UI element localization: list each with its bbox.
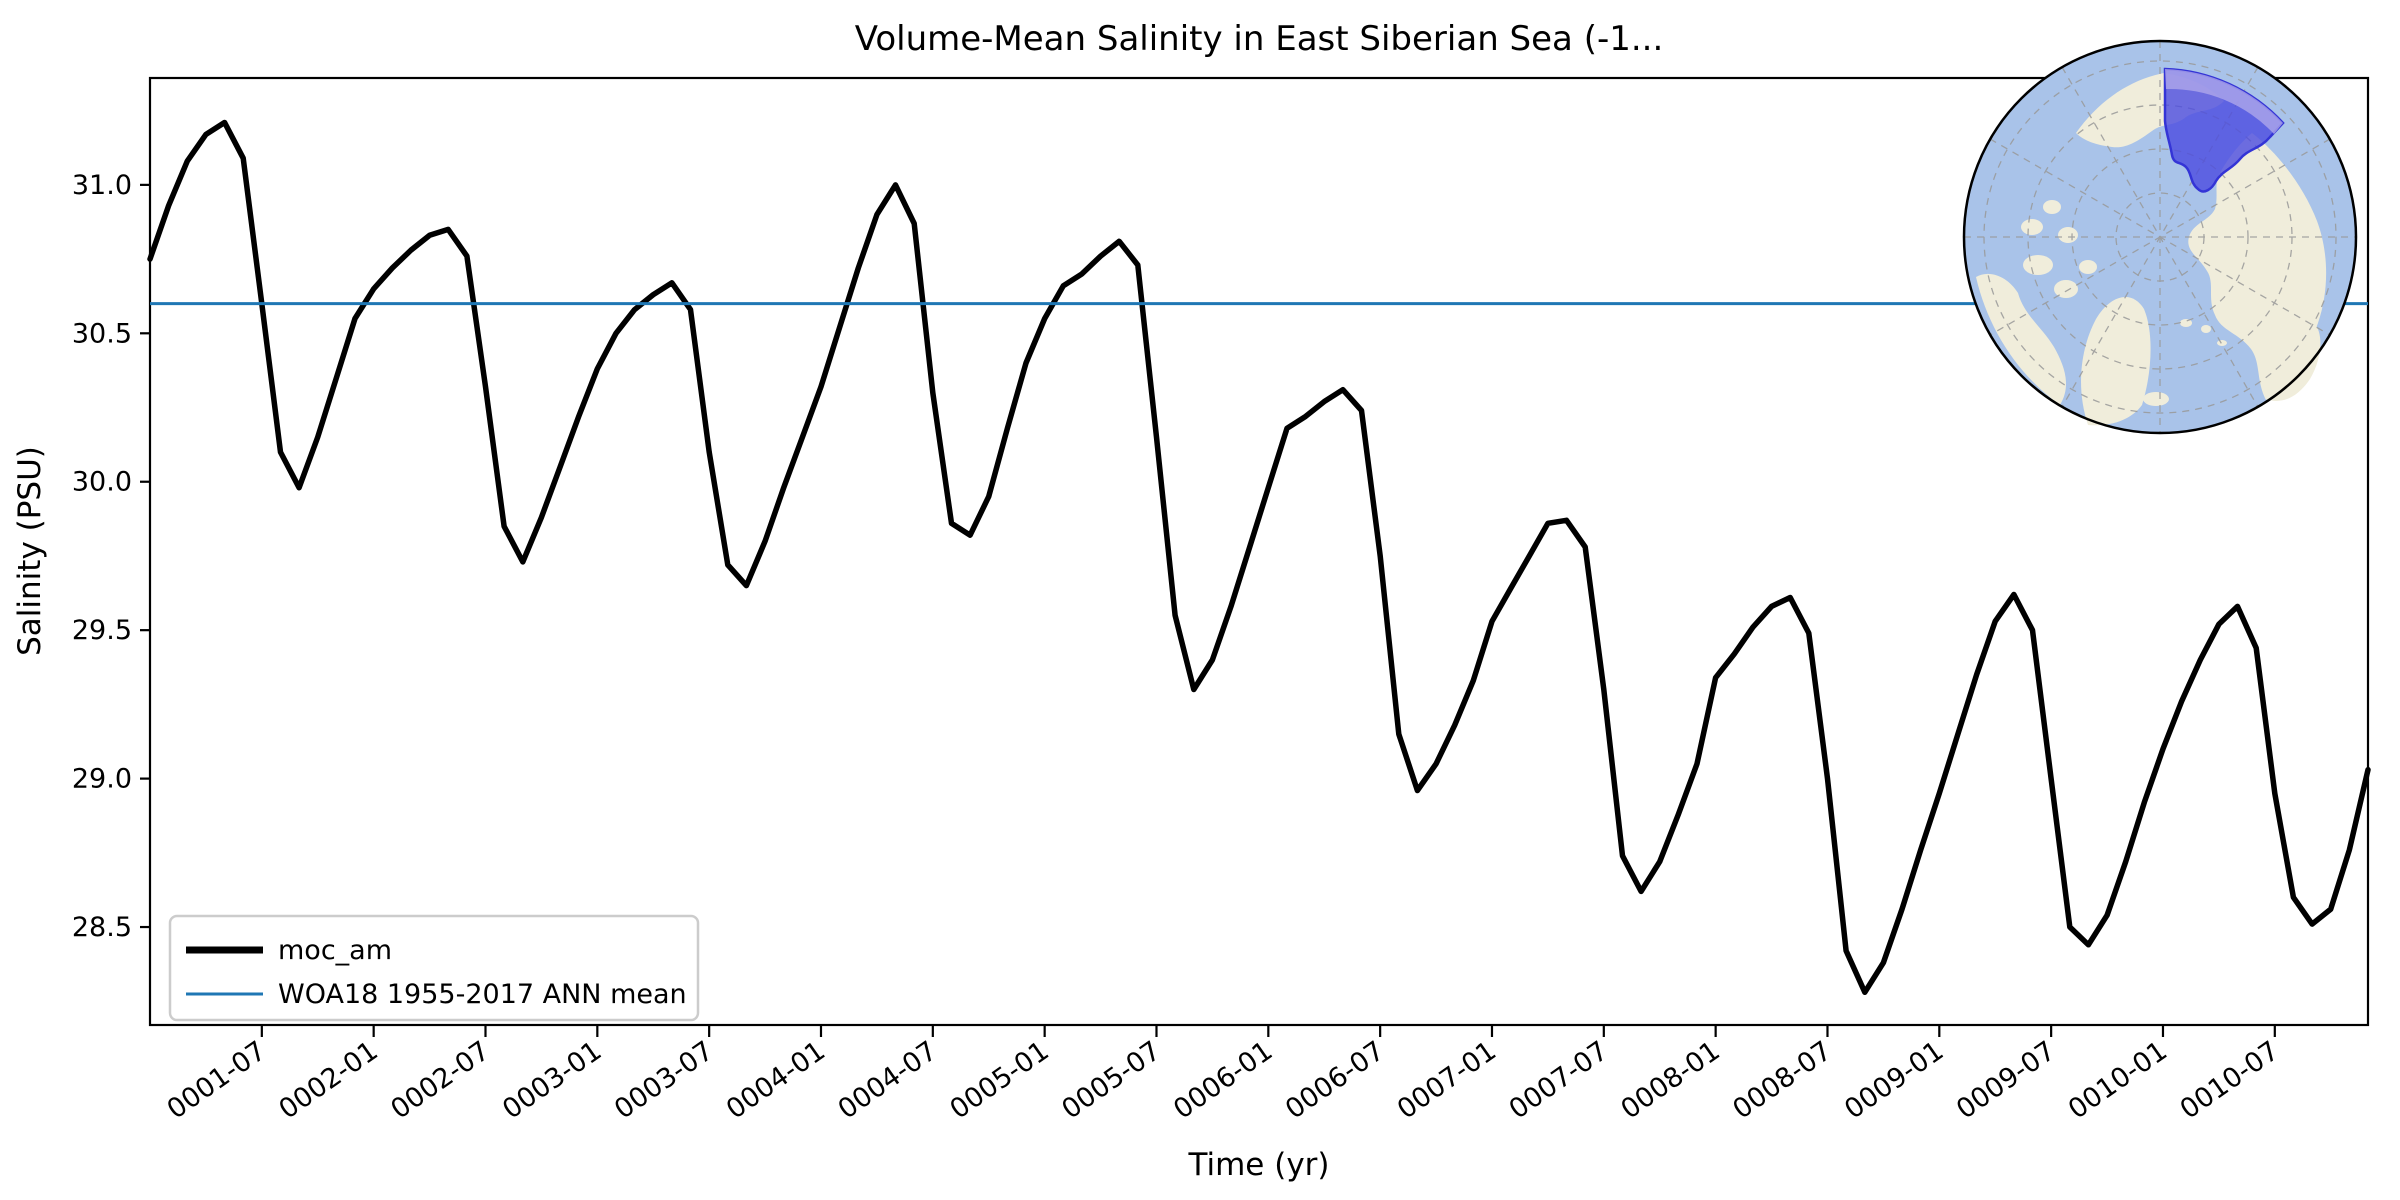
x-tick-label: 0004-07 — [833, 1035, 943, 1125]
legend-label-moc-am: moc_am — [278, 935, 392, 966]
legend-label-woa18: WOA18 1955-2017 ANN mean — [278, 979, 687, 1010]
y-axis-label: Salinity (PSU) — [12, 446, 48, 656]
x-tick-label: 0005-07 — [1056, 1035, 1166, 1125]
y-tick-label: 29.5 — [72, 615, 132, 646]
y-tick-label: 29.0 — [72, 764, 132, 795]
x-tick-label: 0010-01 — [2063, 1035, 2173, 1125]
inset-map — [1962, 39, 2358, 435]
plot-spines — [148, 76, 2370, 1027]
x-tick-label: 0006-01 — [1168, 1035, 1278, 1125]
x-tick-label: 0010-07 — [2175, 1035, 2285, 1125]
x-tick-label: 0003-01 — [497, 1035, 607, 1125]
map-highlight-land-overlay — [2165, 69, 2283, 134]
y-tick-label: 30.5 — [72, 318, 132, 349]
legend-box — [168, 914, 700, 1022]
x-tick-label: 0005-01 — [944, 1035, 1054, 1125]
x-tick-label: 0009-07 — [1951, 1035, 2061, 1125]
y-tick-label: 28.5 — [72, 912, 132, 943]
legend: moc_am WOA18 1955-2017 ANN mean — [168, 914, 700, 1022]
x-tick-label: 0007-01 — [1392, 1035, 1502, 1125]
x-tick-label: 0002-07 — [385, 1035, 495, 1125]
x-tick-label: 0006-07 — [1280, 1035, 1390, 1125]
x-tick-label: 0008-07 — [1727, 1035, 1837, 1125]
x-axis-label: Time (yr) — [1188, 1147, 1330, 1183]
salinity-series-line — [147, 119, 2371, 996]
x-tick-label: 0001-07 — [162, 1035, 272, 1125]
x-tick-label: 0003-07 — [609, 1035, 719, 1125]
map-border — [1962, 39, 2358, 435]
x-tick-label: 0004-01 — [721, 1035, 831, 1125]
x-tick-label: 0008-01 — [1615, 1035, 1725, 1125]
x-tick-label: 0009-01 — [1839, 1035, 1949, 1125]
x-tick-label: 0007-07 — [1504, 1035, 1614, 1125]
map-graticule — [1964, 41, 2356, 433]
chart-title: Volume-Mean Salinity in East Siberian Se… — [855, 19, 1664, 59]
x-tick-label: 0002-01 — [273, 1035, 383, 1125]
y-tick-label: 30.0 — [72, 467, 132, 498]
y-tick-label: 31.0 — [72, 170, 132, 201]
